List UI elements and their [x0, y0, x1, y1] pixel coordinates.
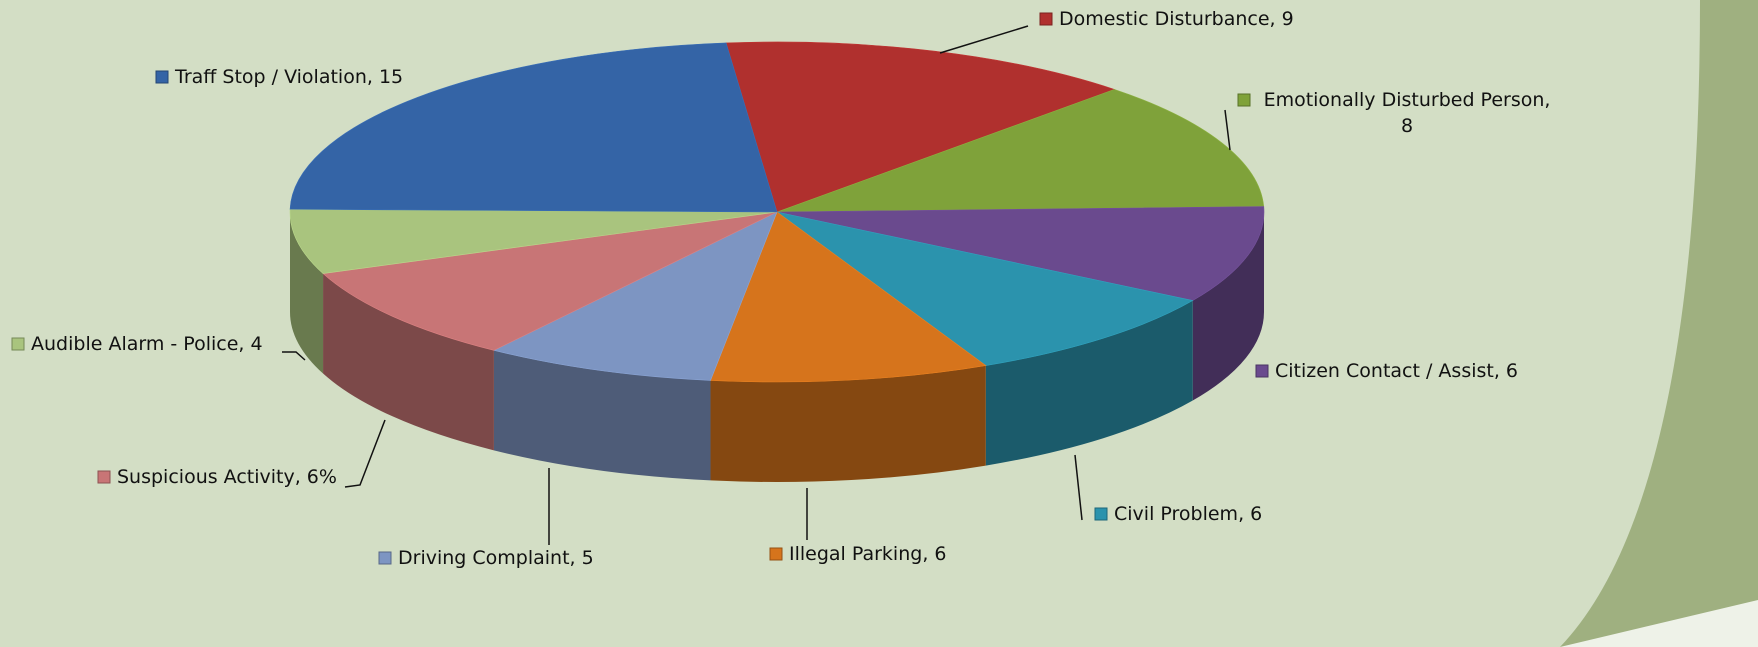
slice — [289, 42, 778, 213]
slice-side — [985, 300, 1193, 466]
label-key — [97, 470, 111, 484]
leader-line — [1224, 109, 1231, 151]
slice — [493, 211, 778, 381]
slice-side — [1192, 212, 1264, 401]
slice — [725, 41, 1116, 213]
label-key — [1039, 12, 1053, 26]
data-label: Driving Complaint, 5 — [398, 547, 594, 569]
leaders — [11, 12, 1269, 565]
leader-line — [1074, 454, 1083, 521]
slice-side — [290, 212, 324, 374]
decor-shape — [1560, 600, 1758, 647]
data-label: Civil Problem, 6 — [1114, 503, 1263, 525]
data-label: Illegal Parking, 6 — [789, 543, 947, 565]
slice — [710, 211, 987, 383]
slice-side — [493, 350, 711, 481]
label-key — [155, 70, 169, 84]
data-label: Audible Alarm - Police, 4 — [31, 333, 263, 355]
label-key — [769, 547, 783, 561]
slice — [289, 208, 778, 274]
label-key — [1255, 364, 1269, 378]
tops — [289, 41, 1265, 383]
data-label: Domestic Disturbance, 9 — [1059, 8, 1294, 30]
sides — [290, 212, 1264, 483]
leader-line — [344, 419, 386, 488]
leader-line — [939, 25, 1029, 54]
decor-shape — [1560, 0, 1758, 647]
slice-side — [323, 273, 494, 451]
label-key — [1094, 507, 1108, 521]
label-key — [378, 551, 392, 565]
slice — [776, 89, 1265, 213]
label-key — [1237, 93, 1251, 107]
slice — [776, 211, 1194, 366]
slice — [322, 211, 778, 351]
slice-side — [710, 365, 986, 483]
data-label: Suspicious Activity, 6% — [117, 466, 337, 488]
label-key — [11, 337, 25, 351]
data-label: Traff Stop / Violation, 15 — [175, 66, 404, 88]
leader-line — [282, 351, 306, 361]
data-label: Citizen Contact / Assist, 6 — [1275, 360, 1519, 382]
data-label: Emotionally Disturbed Person, 8 — [1263, 89, 1551, 137]
slice — [776, 206, 1265, 301]
